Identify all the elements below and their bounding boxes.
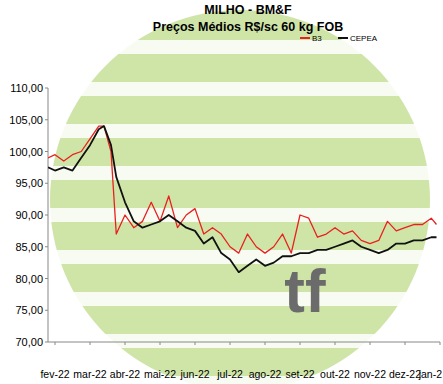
- y-tick-label: 90,00: [15, 209, 43, 221]
- bg-stripe: [40, 208, 440, 222]
- y-tick-label: 95,00: [15, 177, 43, 189]
- x-tick: [125, 342, 126, 345]
- y-tick-label: 100,00: [9, 146, 43, 158]
- y-tick-label: 105,00: [9, 114, 43, 126]
- background-logo: [40, 10, 440, 384]
- y-tick-label: 85,00: [15, 241, 43, 253]
- legend: B3 CEPEA: [300, 34, 378, 43]
- y-tick: [45, 119, 48, 120]
- bg-stripe: [40, 40, 440, 54]
- x-tick: [230, 342, 231, 345]
- y-tick: [45, 342, 48, 343]
- legend-swatch: [300, 37, 310, 39]
- bg-stripe: [40, 334, 440, 348]
- x-tick-label: mai-22: [144, 368, 176, 380]
- x-tick-label: ago-22: [249, 368, 282, 380]
- subtitle: Preços Médios R$/sc 60 kg FOB: [153, 20, 343, 34]
- bg-stripe: [40, 166, 440, 180]
- bg-stripe: [40, 82, 440, 96]
- y-tick-label: 110,00: [10, 82, 43, 94]
- title: MILHO - BM&F: [204, 3, 292, 17]
- legend-label: CEPEA: [350, 34, 378, 43]
- x-tick: [55, 342, 56, 345]
- y-tick: [45, 88, 48, 89]
- series-line: [48, 126, 437, 272]
- x-axis: [48, 342, 440, 343]
- x-tick: [265, 342, 266, 345]
- x-tick: [300, 342, 301, 345]
- x-tick-label: nov-22: [354, 368, 386, 380]
- y-tick: [45, 151, 48, 152]
- x-tick-label: jul-22: [216, 368, 243, 380]
- plot-area: [48, 126, 437, 272]
- x-tick: [195, 342, 196, 345]
- x-tick: [335, 342, 336, 345]
- x-tick: [160, 342, 161, 345]
- bg-stripe: [40, 292, 440, 306]
- x-tick-label: fev-22: [40, 368, 69, 380]
- y-tick-label: 75,00: [15, 304, 43, 316]
- x-tick-label: jan-2: [418, 368, 443, 380]
- x-tick-label: jun-22: [179, 368, 209, 380]
- x-tick-label: set-22: [285, 368, 314, 380]
- x-tick: [440, 342, 441, 345]
- y-tick: [45, 215, 48, 216]
- chart: tf MILHO - BM&F Preços Médios R$/sc 60 kg …: [0, 0, 443, 384]
- logo-text: tf: [284, 256, 326, 325]
- legend-swatch: [338, 37, 348, 39]
- legend-label: B3: [312, 34, 322, 43]
- y-tick: [45, 183, 48, 184]
- x-tick-label: mar-22: [73, 368, 106, 380]
- series-line: [48, 126, 437, 253]
- x-tick-label: out-22: [320, 368, 350, 380]
- y-tick-label: 80,00: [15, 273, 43, 285]
- y-tick-label: 70,00: [15, 336, 43, 348]
- y-tick: [45, 278, 48, 279]
- x-tick-label: abr-22: [110, 368, 141, 380]
- y-tick: [45, 310, 48, 311]
- bg-circle: [50, 10, 430, 384]
- x-tick: [90, 342, 91, 345]
- x-tick: [405, 342, 406, 345]
- x-tick: [370, 342, 371, 345]
- x-tick-label: dez-22: [389, 368, 421, 380]
- y-tick: [45, 246, 48, 247]
